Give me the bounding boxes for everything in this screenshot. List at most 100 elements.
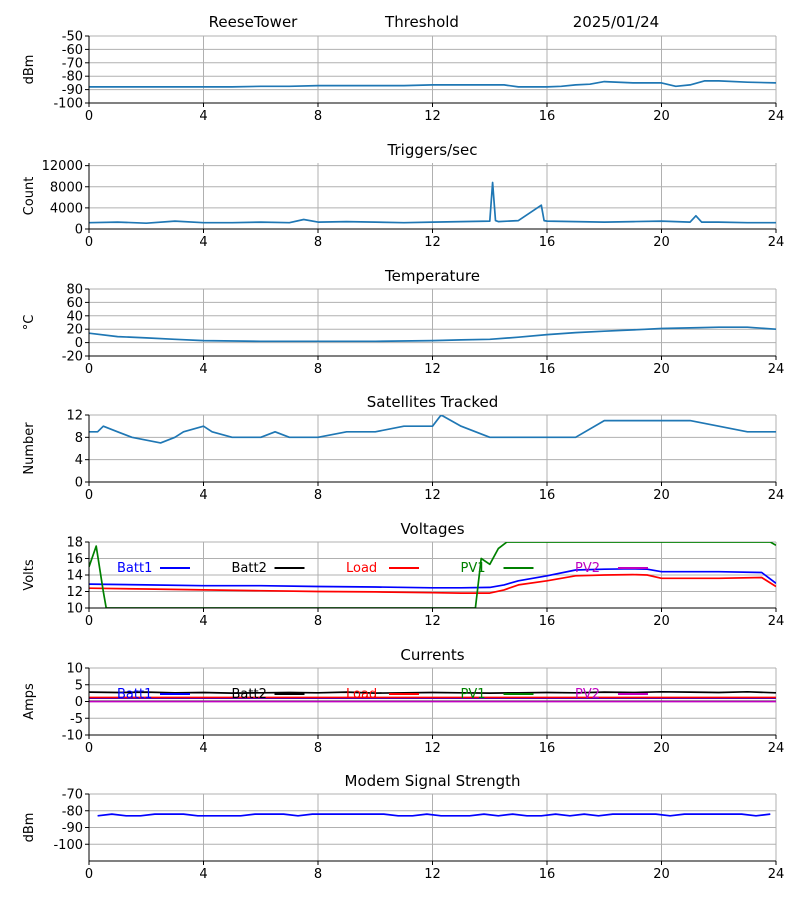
y-tick-label: 10 xyxy=(66,662,83,677)
x-tick-label: 24 xyxy=(768,488,785,503)
y-tick-label: 0 xyxy=(75,336,83,351)
x-tick-label: 24 xyxy=(768,614,785,629)
y-axis-label: °C xyxy=(22,315,37,331)
x-tick-label: 0 xyxy=(85,109,93,124)
series-layer xyxy=(89,415,776,444)
panel-title: Temperature xyxy=(384,267,480,285)
y-axis-label: Count xyxy=(22,177,37,216)
legend-label-batt2: Batt2 xyxy=(232,687,267,702)
x-tick-label: 16 xyxy=(539,741,556,756)
x-tick-label: 20 xyxy=(653,109,670,124)
x-tick-label: 12 xyxy=(424,741,441,756)
series-line-pv1 xyxy=(89,542,776,608)
series-line-batt2 xyxy=(89,690,776,694)
panel-title: Voltages xyxy=(400,520,464,538)
x-tick-label: 4 xyxy=(199,867,207,882)
y-tick-label: -100 xyxy=(53,97,83,112)
x-tick-label: 20 xyxy=(653,488,670,503)
legend-label-pv1: PV1 xyxy=(461,561,486,576)
panel-title: Currents xyxy=(400,646,464,664)
x-tick-label: 24 xyxy=(768,867,785,882)
x-tick-label: 20 xyxy=(653,867,670,882)
y-tick-label: -50 xyxy=(62,30,83,45)
x-tick-label: 8 xyxy=(314,741,322,756)
y-tick-label: 14 xyxy=(66,569,83,584)
y-axis-label: Number xyxy=(22,422,37,475)
legend-label-batt1: Batt1 xyxy=(117,687,152,702)
x-tick-label: 16 xyxy=(539,867,556,882)
series-line-batt1 xyxy=(89,567,776,589)
y-tick-label: 0 xyxy=(75,695,83,710)
x-tick-label: 0 xyxy=(85,867,93,882)
x-tick-label: 16 xyxy=(539,235,556,250)
x-tick-label: 8 xyxy=(314,109,322,124)
y-tick-label: -70 xyxy=(62,788,83,803)
x-tick-label: 0 xyxy=(85,362,93,377)
panel-threshold: 0 4 8 12 16 20 24 -100-90-80-70-60-50 dBm xyxy=(22,30,784,125)
y-tick-label: 60 xyxy=(66,296,83,311)
y-tick-label: 8 xyxy=(75,431,83,446)
y-tick-label: 16 xyxy=(66,552,83,567)
x-tick-label: 16 xyxy=(539,109,556,124)
x-tick-label: 12 xyxy=(424,488,441,503)
legend-label-pv2: PV2 xyxy=(575,561,600,576)
y-tick-label: 10 xyxy=(66,602,83,617)
panel-modem: 0 4 8 12 16 20 24 -100 -90 -80-70 Modem Signal Str… xyxy=(22,772,784,882)
x-tick-label: 16 xyxy=(539,614,556,629)
y-tick-label: -80 xyxy=(62,804,83,819)
x-tick-label: 12 xyxy=(424,109,441,124)
y-tick-label: 40 xyxy=(66,309,83,324)
series-layer xyxy=(89,542,776,608)
panel-triggers: 0 4 8 12 16 20 24 0 4000 8000 12000 Triggers/sec Cou… xyxy=(22,141,784,250)
series-line-load xyxy=(89,573,776,594)
y-tick-label: 0 xyxy=(75,476,83,491)
series-layer xyxy=(89,690,776,703)
x-tick-label: 4 xyxy=(199,488,207,503)
threshold-title: Threshold xyxy=(384,13,459,31)
panel-satellites: 0 4 8 12 16 20 24 0 4 8 12 Satellites Tracked Number xyxy=(22,393,784,503)
x-tick-label: 8 xyxy=(314,235,322,250)
x-tick-label: 4 xyxy=(199,235,207,250)
y-tick-label: 18 xyxy=(66,536,83,551)
y-axis-label: dBm xyxy=(22,55,37,85)
x-tick-label: 12 xyxy=(424,235,441,250)
x-tick-label: 24 xyxy=(768,235,785,250)
x-tick-label: 12 xyxy=(424,867,441,882)
series-line-threshold xyxy=(89,80,776,88)
x-tick-label: 24 xyxy=(768,362,785,377)
x-tick-label: 0 xyxy=(85,741,93,756)
y-tick-label: -5 xyxy=(70,712,83,727)
series-layer xyxy=(89,80,776,88)
y-tick-label: -100 xyxy=(53,838,83,853)
series-line-triggers xyxy=(89,181,776,225)
x-tick-label: 12 xyxy=(424,614,441,629)
panel-title: Modem Signal Strength xyxy=(345,772,521,790)
report-date: 2025/01/24 xyxy=(573,13,659,31)
panel-title: Triggers/sec xyxy=(387,141,478,159)
legend-label-load: Load xyxy=(346,561,377,576)
panel-title: Satellites Tracked xyxy=(367,393,498,411)
x-tick-label: 8 xyxy=(314,614,322,629)
x-tick-label: 8 xyxy=(314,488,322,503)
legend-label-load: Load xyxy=(346,687,377,702)
x-tick-label: 12 xyxy=(424,362,441,377)
x-tick-label: 8 xyxy=(314,362,322,377)
y-axis-label: dBm xyxy=(22,813,37,843)
legend-label-pv1: PV1 xyxy=(461,687,486,702)
y-tick-label: 20 xyxy=(66,323,83,338)
series-line-modem xyxy=(97,813,771,817)
y-tick-label: 4 xyxy=(75,453,83,468)
x-tick-label: 24 xyxy=(768,109,785,124)
series-line-satellites xyxy=(89,415,776,444)
x-tick-label: 4 xyxy=(199,614,207,629)
y-axis-label: Amps xyxy=(22,683,37,720)
x-tick-label: 8 xyxy=(314,867,322,882)
series-layer xyxy=(89,181,776,225)
x-tick-label: 20 xyxy=(653,741,670,756)
y-tick-label: 8000 xyxy=(50,180,83,195)
y-axis-label: Volts xyxy=(22,559,37,591)
y-tick-label: 80 xyxy=(66,283,83,298)
y-tick-label: 4000 xyxy=(50,201,83,216)
y-tick-label: 5 xyxy=(75,678,83,693)
